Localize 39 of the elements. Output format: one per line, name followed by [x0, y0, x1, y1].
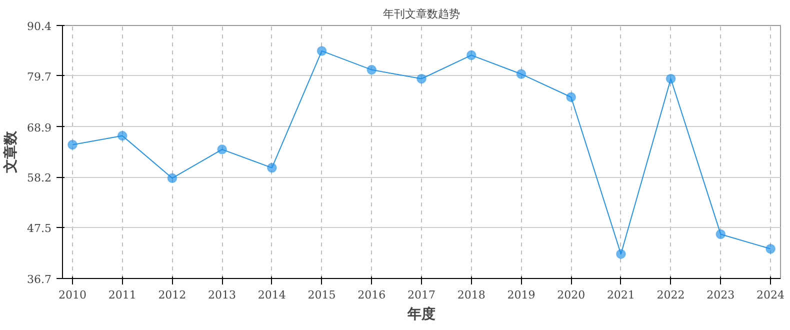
point	[416, 74, 426, 84]
x-tick-label: 2022	[656, 288, 685, 302]
x-tick-label: 2011	[108, 288, 136, 302]
point	[716, 229, 726, 240]
x-tick-label: 2020	[557, 288, 586, 302]
point	[516, 69, 526, 80]
point	[266, 162, 277, 173]
x-tick-label: 2010	[58, 288, 86, 302]
x-tick-label: 2021	[606, 288, 635, 302]
point	[316, 46, 327, 56]
y-tick-label: 79.7	[27, 70, 52, 84]
point	[217, 144, 228, 154]
point	[566, 92, 576, 102]
y-tick-label: 90.4	[27, 20, 52, 33]
point	[666, 74, 676, 84]
x-tick-label: 2014	[258, 288, 286, 302]
x-tick-label: 2023	[706, 288, 735, 302]
point	[67, 140, 78, 150]
y-tick-label: 68.9	[27, 121, 52, 134]
point	[466, 50, 476, 60]
x-tick-label: 2018	[457, 288, 486, 302]
point	[766, 244, 776, 254]
y-tick-label: 58.2	[27, 172, 52, 185]
point	[167, 173, 178, 184]
x-axis-title: 年度	[406, 306, 436, 322]
point	[616, 249, 626, 259]
point	[117, 130, 128, 141]
x-tick-label: 2024	[756, 288, 785, 302]
chart-title: 年刊文章数趋势	[383, 8, 460, 20]
x-tick-label: 2019	[507, 288, 536, 302]
x-tick-label: 2012	[158, 288, 186, 302]
x-tick-label: 2013	[208, 288, 236, 302]
x-tick-label: 2015	[308, 288, 336, 302]
y-tick-label: 36.7	[27, 273, 52, 286]
x-tick-label: 2016	[358, 288, 386, 302]
y-tick-label: 47.5	[27, 222, 52, 236]
x-tick-label: 2017	[408, 288, 436, 302]
point	[366, 64, 377, 75]
y-axis-title: 文章数	[2, 130, 20, 174]
